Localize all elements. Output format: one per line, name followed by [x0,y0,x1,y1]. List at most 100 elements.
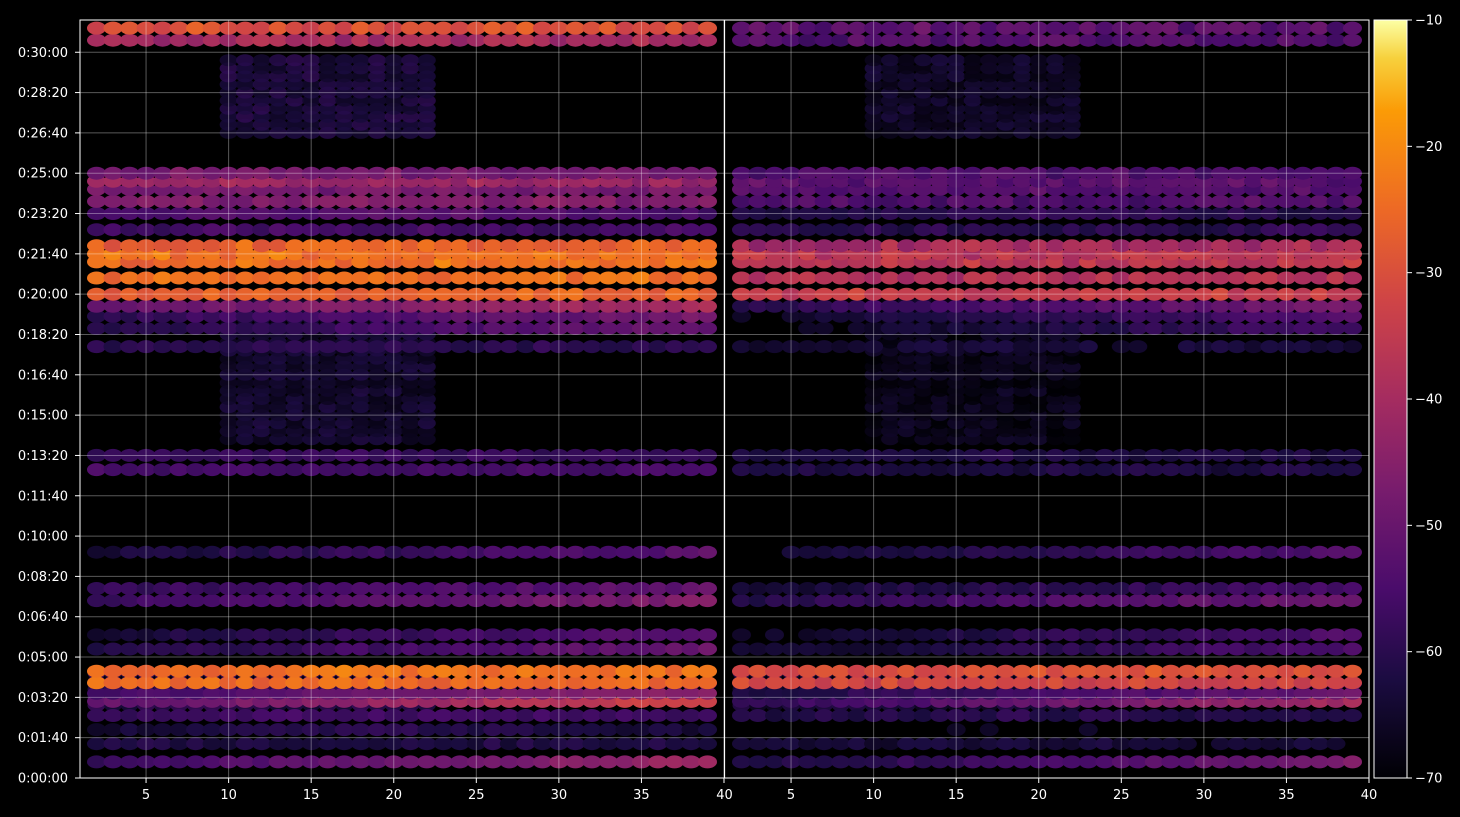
heat-cell [1012,642,1032,656]
heat-cell [963,223,983,237]
heat-cell [814,737,834,751]
heat-cell [1260,448,1280,462]
heat-cell [748,664,768,678]
heat-cell [219,664,239,678]
heat-cell [681,207,701,220]
heat-cell [1062,287,1082,301]
heat-cell [516,287,536,301]
heat-cell [765,594,784,608]
heat-cell [252,642,272,656]
heat-cell [1210,194,1230,208]
heat-cell [1343,21,1362,35]
heat-cell [565,545,585,559]
heat-cell [351,54,370,67]
heat-cell [1177,207,1197,220]
heat-cell [1062,709,1082,722]
heat-cell [1029,309,1049,323]
heat-cell [732,664,751,678]
heat-cell [252,628,272,642]
heat-cell [1293,340,1313,354]
heat-cell [930,737,950,751]
heat-cell [1210,709,1230,722]
heat-cell [930,664,950,678]
heat-cell [532,628,552,642]
heat-cell [996,194,1016,208]
heat-cell [384,321,404,335]
heat-cell [847,755,867,769]
heat-cell [946,642,966,656]
heat-cell [318,723,338,737]
heat-cell [301,340,321,354]
heat-cell [1260,594,1280,608]
heat-cell [897,223,917,237]
heat-cell [351,33,371,47]
heat-cell [202,664,222,678]
heat-cell [103,309,123,323]
heat-cell [1326,642,1346,656]
heat-cell [732,642,751,656]
heat-cell [565,676,585,690]
heat-cell [698,321,717,335]
heat-cell [1095,207,1115,220]
heat-cell [979,321,999,335]
heat-cell [334,448,354,462]
heat-cell [598,207,618,220]
heat-cell [847,463,867,477]
heat-cell [202,582,222,595]
heat-cell [252,723,272,737]
heat-cell [1343,166,1362,180]
heat-cell [1276,166,1296,180]
heat-cell [798,33,818,47]
heat-cell [897,545,917,559]
heat-cell [946,594,966,608]
heat-cell [748,194,768,208]
heat-cell [897,664,917,678]
heat-cell [1062,223,1082,237]
heat-cell [1095,299,1115,313]
heat-cell [268,194,288,208]
heat-cell [367,642,387,656]
heat-cell [367,594,387,608]
heat-cell [1045,299,1065,313]
heat-cell [1243,686,1263,700]
heat-cell [450,686,470,700]
heat-cell [681,545,701,559]
heat-cell [384,194,404,208]
heat-cell [219,54,238,67]
heat-cell [1161,21,1181,35]
heat-cell [169,21,189,35]
heat-cell [1045,239,1065,253]
heat-cell [549,239,569,253]
heat-cell [798,628,818,642]
heat-cell [1095,664,1115,678]
heat-cell [847,321,867,335]
heat-cell [1111,737,1131,751]
heat-cell [798,166,818,180]
heat-cell [1276,664,1296,678]
heat-cell [732,737,751,751]
heat-cell [433,271,453,285]
heat-cell [169,664,189,678]
heat-cell [897,686,917,700]
heat-cell [698,709,717,722]
heat-cell [334,166,354,180]
heat-cell [1177,545,1197,559]
heat-cell [433,340,453,354]
heat-cell [87,594,106,608]
heat-cell [483,642,503,656]
heat-cell [136,723,156,737]
heat-cell [1128,21,1148,35]
heat-cell [268,299,288,313]
heat-cell [996,271,1016,285]
heat-cell [120,723,139,737]
heat-cell [880,194,900,208]
heat-cell [1012,463,1032,477]
heat-cell [202,723,222,737]
heat-cell [864,737,884,751]
y-tick-label: 0:00:00 [18,772,68,787]
heat-cell [433,448,453,462]
heat-cell [202,21,222,35]
heat-cell [1078,448,1098,462]
heat-cell [367,463,387,477]
